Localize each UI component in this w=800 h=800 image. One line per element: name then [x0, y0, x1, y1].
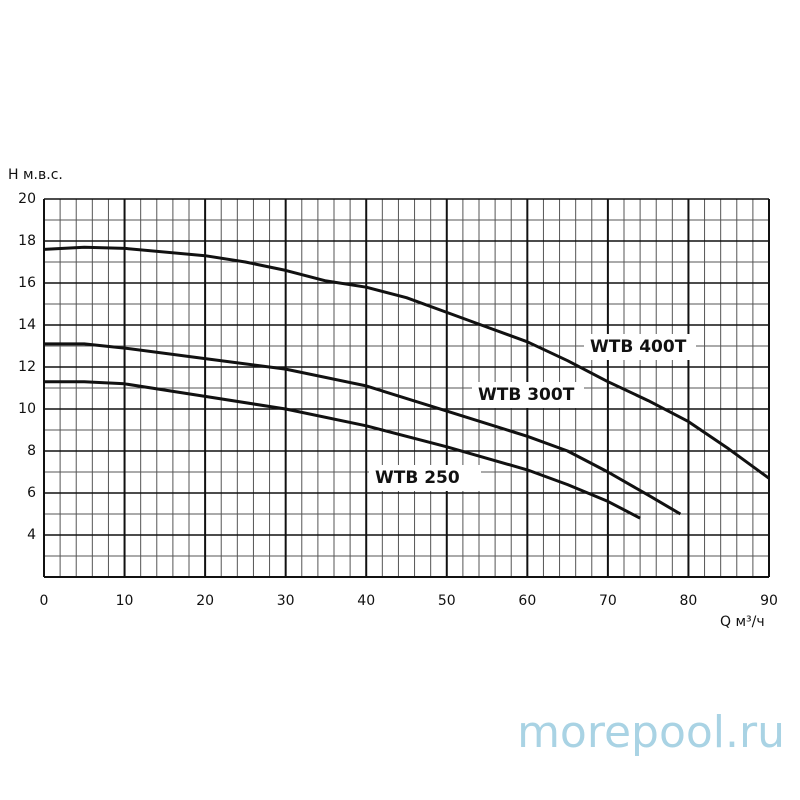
watermark: morepool.ru	[517, 707, 785, 758]
x-tick-label: 50	[438, 593, 456, 609]
x-tick-label: 90	[760, 593, 778, 609]
y-tick-label: 12	[18, 359, 36, 375]
y-tick-label: 8	[27, 443, 36, 459]
x-tick-label: 70	[599, 593, 617, 609]
label-bg	[369, 465, 481, 491]
y-tick-label: 10	[18, 401, 36, 417]
y-tick-label: 6	[27, 485, 36, 501]
y-tick-label: 18	[18, 233, 36, 249]
label-bg	[472, 382, 584, 408]
curve	[44, 380, 641, 520]
x-tick-label: 80	[680, 593, 698, 609]
series-label: WTB 250	[375, 468, 460, 488]
y-tick-label: 4	[27, 527, 36, 543]
x-tick-label: 30	[277, 593, 295, 609]
y-tick-label: 16	[18, 275, 36, 291]
y-tick-label: 20	[18, 191, 36, 207]
x-axis-label: Q м³/ч	[720, 614, 765, 630]
curve	[44, 342, 682, 516]
curve	[43, 245, 770, 480]
y-axis-label: H м.в.с.	[8, 167, 63, 183]
x-tick-label: 40	[357, 593, 375, 609]
label-bg	[584, 334, 696, 360]
x-tick-label: 20	[196, 593, 214, 609]
series-label: WTB 400T	[590, 337, 687, 357]
x-tick-label: 60	[518, 593, 536, 609]
y-tick-label: 14	[18, 317, 36, 333]
series-label: WTB 300T	[478, 385, 575, 405]
x-tick-label: 10	[116, 593, 134, 609]
x-tick-label: 0	[40, 593, 49, 609]
